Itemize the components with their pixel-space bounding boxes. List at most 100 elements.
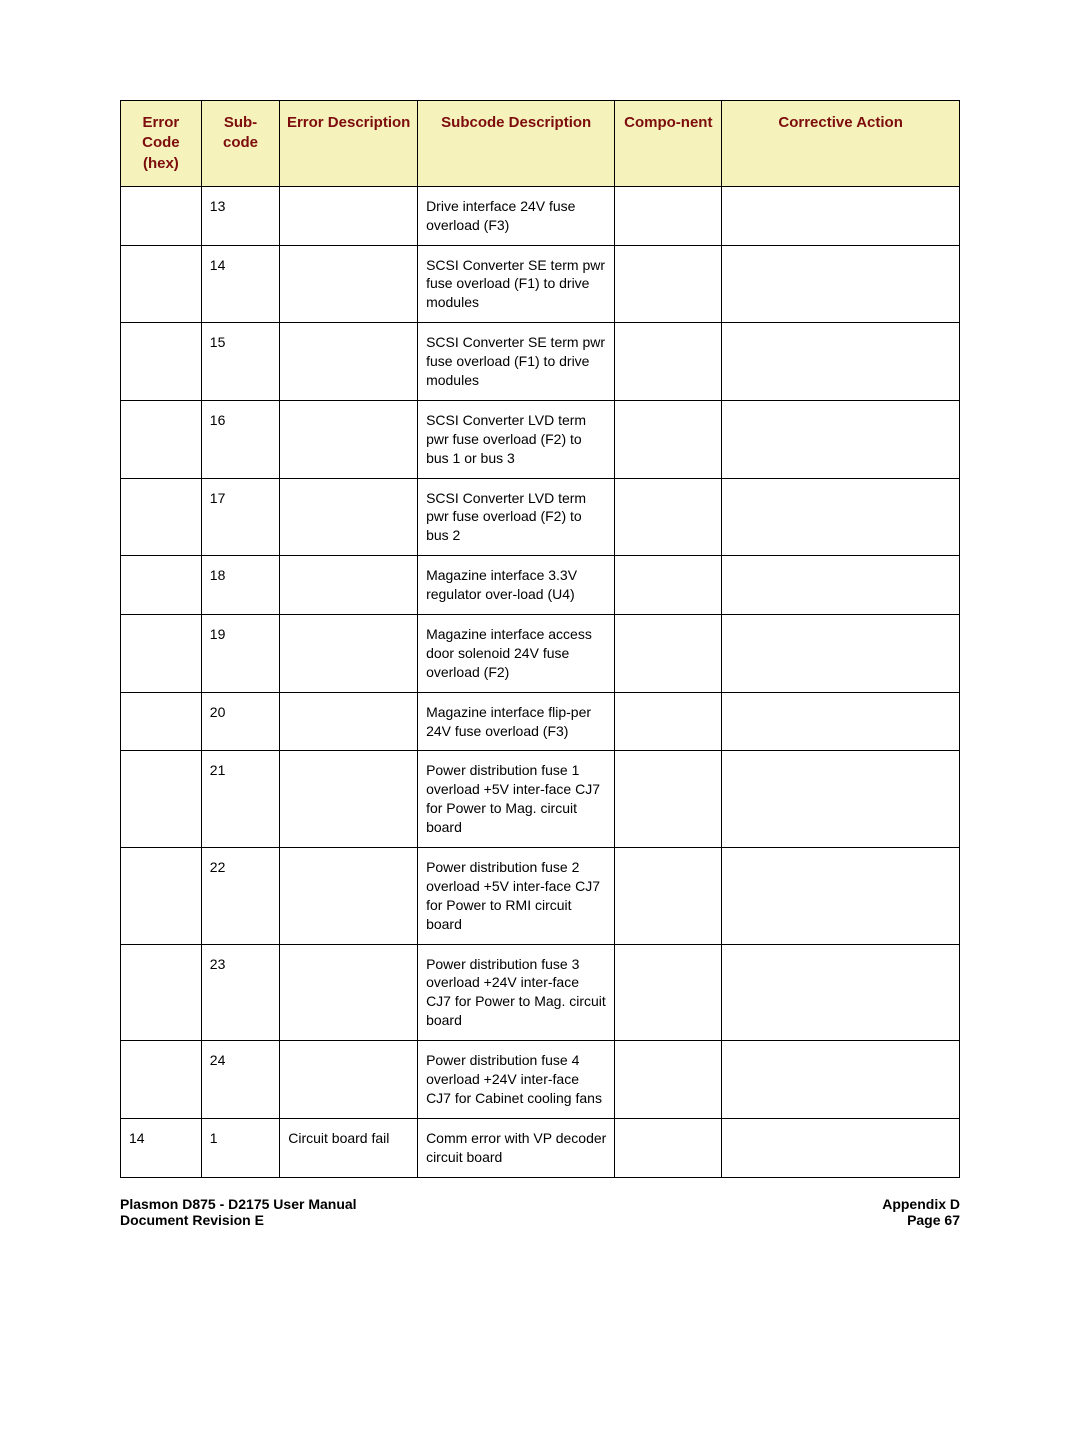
- cell-error_code: [121, 1041, 202, 1119]
- cell-error_description: [280, 400, 418, 478]
- footer-left: Plasmon D875 - D2175 User Manual Documen…: [120, 1196, 357, 1228]
- cell-subcode: 15: [201, 323, 279, 401]
- cell-component: [615, 692, 722, 751]
- cell-corrective_action: [722, 556, 960, 615]
- cell-error_description: [280, 751, 418, 848]
- table-row: 15 SCSI Converter SE term pwr fuse overlo…: [121, 323, 960, 401]
- cell-error_code: [121, 692, 202, 751]
- table-row: 16 SCSI Converter LVD term pwr fuse overl…: [121, 400, 960, 478]
- cell-error_code: [121, 323, 202, 401]
- table-row: 20 Magazine interface flip-per 24V fuse o…: [121, 692, 960, 751]
- cell-subcode_description: Power distribution fuse 3 overload +24V …: [418, 944, 615, 1041]
- cell-error_description: [280, 186, 418, 245]
- cell-subcode_description: SCSI Converter LVD term pwr fuse overloa…: [418, 478, 615, 556]
- cell-subcode: 24: [201, 1041, 279, 1119]
- footer-right: Appendix D Page 67: [882, 1196, 960, 1228]
- cell-error_description: [280, 944, 418, 1041]
- error-code-table: Error Code (hex) Sub-code Error Descript…: [120, 100, 960, 1178]
- col-header-component: Compo-nent: [615, 101, 722, 187]
- cell-subcode_description: Comm error with VP decoder circuit board: [418, 1118, 615, 1177]
- cell-subcode_description: Magazine interface 3.3V regulator over-l…: [418, 556, 615, 615]
- cell-corrective_action: [722, 848, 960, 945]
- cell-subcode_description: SCSI Converter SE term pwr fuse overload…: [418, 323, 615, 401]
- cell-corrective_action: [722, 692, 960, 751]
- cell-corrective_action: [722, 186, 960, 245]
- cell-component: [615, 615, 722, 693]
- cell-subcode: 21: [201, 751, 279, 848]
- cell-error_description: [280, 556, 418, 615]
- cell-corrective_action: [722, 615, 960, 693]
- cell-error_code: [121, 751, 202, 848]
- cell-corrective_action: [722, 751, 960, 848]
- table-header-row: Error Code (hex) Sub-code Error Descript…: [121, 101, 960, 187]
- cell-subcode_description: SCSI Converter LVD term pwr fuse overloa…: [418, 400, 615, 478]
- footer-revision: Document Revision E: [120, 1212, 357, 1228]
- cell-subcode: 1: [201, 1118, 279, 1177]
- table-row: 13 Drive interface 24V fuse overload (F3): [121, 186, 960, 245]
- cell-subcode_description: Power distribution fuse 1 overload +5V i…: [418, 751, 615, 848]
- cell-corrective_action: [722, 323, 960, 401]
- cell-error_code: 14: [121, 1118, 202, 1177]
- footer-appendix: Appendix D: [882, 1196, 960, 1212]
- col-header-error-description: Error Description: [280, 101, 418, 187]
- col-header-corrective-action: Corrective Action: [722, 101, 960, 187]
- cell-error_description: Circuit board fail: [280, 1118, 418, 1177]
- cell-corrective_action: [722, 1118, 960, 1177]
- cell-corrective_action: [722, 478, 960, 556]
- cell-component: [615, 556, 722, 615]
- cell-subcode: 14: [201, 245, 279, 323]
- cell-subcode_description: SCSI Converter SE term pwr fuse overload…: [418, 245, 615, 323]
- table-row: 19Magazine interface access door solenoi…: [121, 615, 960, 693]
- table-row: 14 SCSI Converter SE term pwr fuse overlo…: [121, 245, 960, 323]
- cell-error_code: [121, 186, 202, 245]
- col-header-error-code: Error Code (hex): [121, 101, 202, 187]
- cell-error_description: [280, 323, 418, 401]
- cell-error_code: [121, 478, 202, 556]
- page-footer: Plasmon D875 - D2175 User Manual Documen…: [120, 1196, 960, 1228]
- cell-subcode: 20: [201, 692, 279, 751]
- cell-subcode: 23: [201, 944, 279, 1041]
- cell-subcode: 17: [201, 478, 279, 556]
- cell-error_code: [121, 944, 202, 1041]
- footer-manual-title: Plasmon D875 - D2175 User Manual: [120, 1196, 357, 1212]
- cell-subcode_description: Magazine interface flip-per 24V fuse ove…: [418, 692, 615, 751]
- table-row: 141Circuit board failComm error with VP …: [121, 1118, 960, 1177]
- cell-error_description: [280, 245, 418, 323]
- cell-error_code: [121, 245, 202, 323]
- cell-subcode: 16: [201, 400, 279, 478]
- cell-subcode_description: Power distribution fuse 4 overload +24V …: [418, 1041, 615, 1119]
- footer-page-number: Page 67: [907, 1212, 960, 1228]
- cell-subcode: 13: [201, 186, 279, 245]
- table-row: 18Magazine interface 3.3V regulator over…: [121, 556, 960, 615]
- cell-subcode_description: Drive interface 24V fuse overload (F3): [418, 186, 615, 245]
- cell-error_code: [121, 848, 202, 945]
- cell-error_code: [121, 400, 202, 478]
- cell-subcode: 19: [201, 615, 279, 693]
- cell-corrective_action: [722, 245, 960, 323]
- cell-component: [615, 323, 722, 401]
- cell-error_description: [280, 478, 418, 556]
- cell-subcode: 22: [201, 848, 279, 945]
- cell-component: [615, 848, 722, 945]
- table-row: 21 Power distribution fuse 1 overload +5V…: [121, 751, 960, 848]
- col-header-subcode-description: Subcode Description: [418, 101, 615, 187]
- cell-component: [615, 751, 722, 848]
- table-row: 22Power distribution fuse 2 overload +5V…: [121, 848, 960, 945]
- cell-component: [615, 245, 722, 323]
- table-row: 24 Power distribution fuse 4 overload +24…: [121, 1041, 960, 1119]
- cell-error_description: [280, 848, 418, 945]
- table-row: 17 SCSI Converter LVD term pwr fuse overl…: [121, 478, 960, 556]
- cell-error_code: [121, 556, 202, 615]
- cell-component: [615, 944, 722, 1041]
- table-row: 23 Power distribution fuse 3 overload +24…: [121, 944, 960, 1041]
- cell-error_description: [280, 692, 418, 751]
- cell-component: [615, 478, 722, 556]
- col-header-subcode: Sub-code: [201, 101, 279, 187]
- cell-error_code: [121, 615, 202, 693]
- cell-component: [615, 400, 722, 478]
- document-page: Error Code (hex) Sub-code Error Descript…: [0, 0, 1080, 1268]
- cell-corrective_action: [722, 1041, 960, 1119]
- cell-component: [615, 1041, 722, 1119]
- cell-corrective_action: [722, 400, 960, 478]
- cell-corrective_action: [722, 944, 960, 1041]
